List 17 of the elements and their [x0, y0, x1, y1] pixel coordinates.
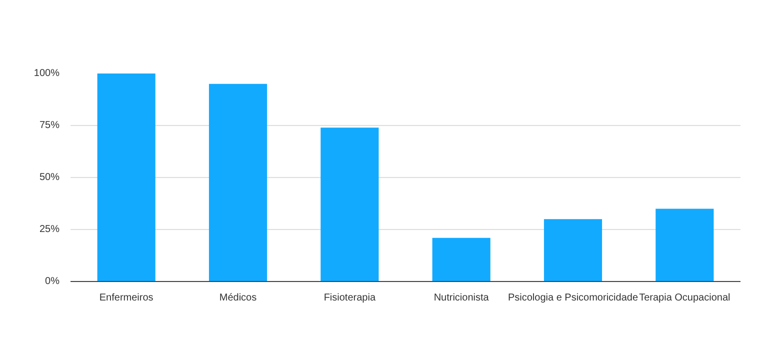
- bar: [320, 128, 379, 282]
- y-tick-label: 25%: [39, 224, 60, 235]
- y-tick-label: 100%: [34, 68, 60, 79]
- bar: [544, 219, 602, 282]
- bar: [208, 84, 268, 282]
- x-tick-label: Nutricionista: [434, 292, 490, 304]
- bar: [432, 238, 490, 282]
- y-tick-label: 75%: [39, 120, 60, 131]
- bar: [97, 74, 156, 282]
- x-tick-label: Psicologia e Psicomoricidade: [508, 292, 638, 304]
- y-tick-label: 50%: [39, 172, 60, 183]
- x-tick-label: Médicos: [219, 292, 257, 304]
- x-tick-label: Fisioterapia: [324, 292, 376, 304]
- bar: [656, 208, 714, 282]
- x-tick-label: Terapia Ocupacional: [639, 292, 730, 304]
- x-tick-label: Enfermeiros: [99, 292, 154, 304]
- y-tick-label: 0%: [45, 276, 60, 287]
